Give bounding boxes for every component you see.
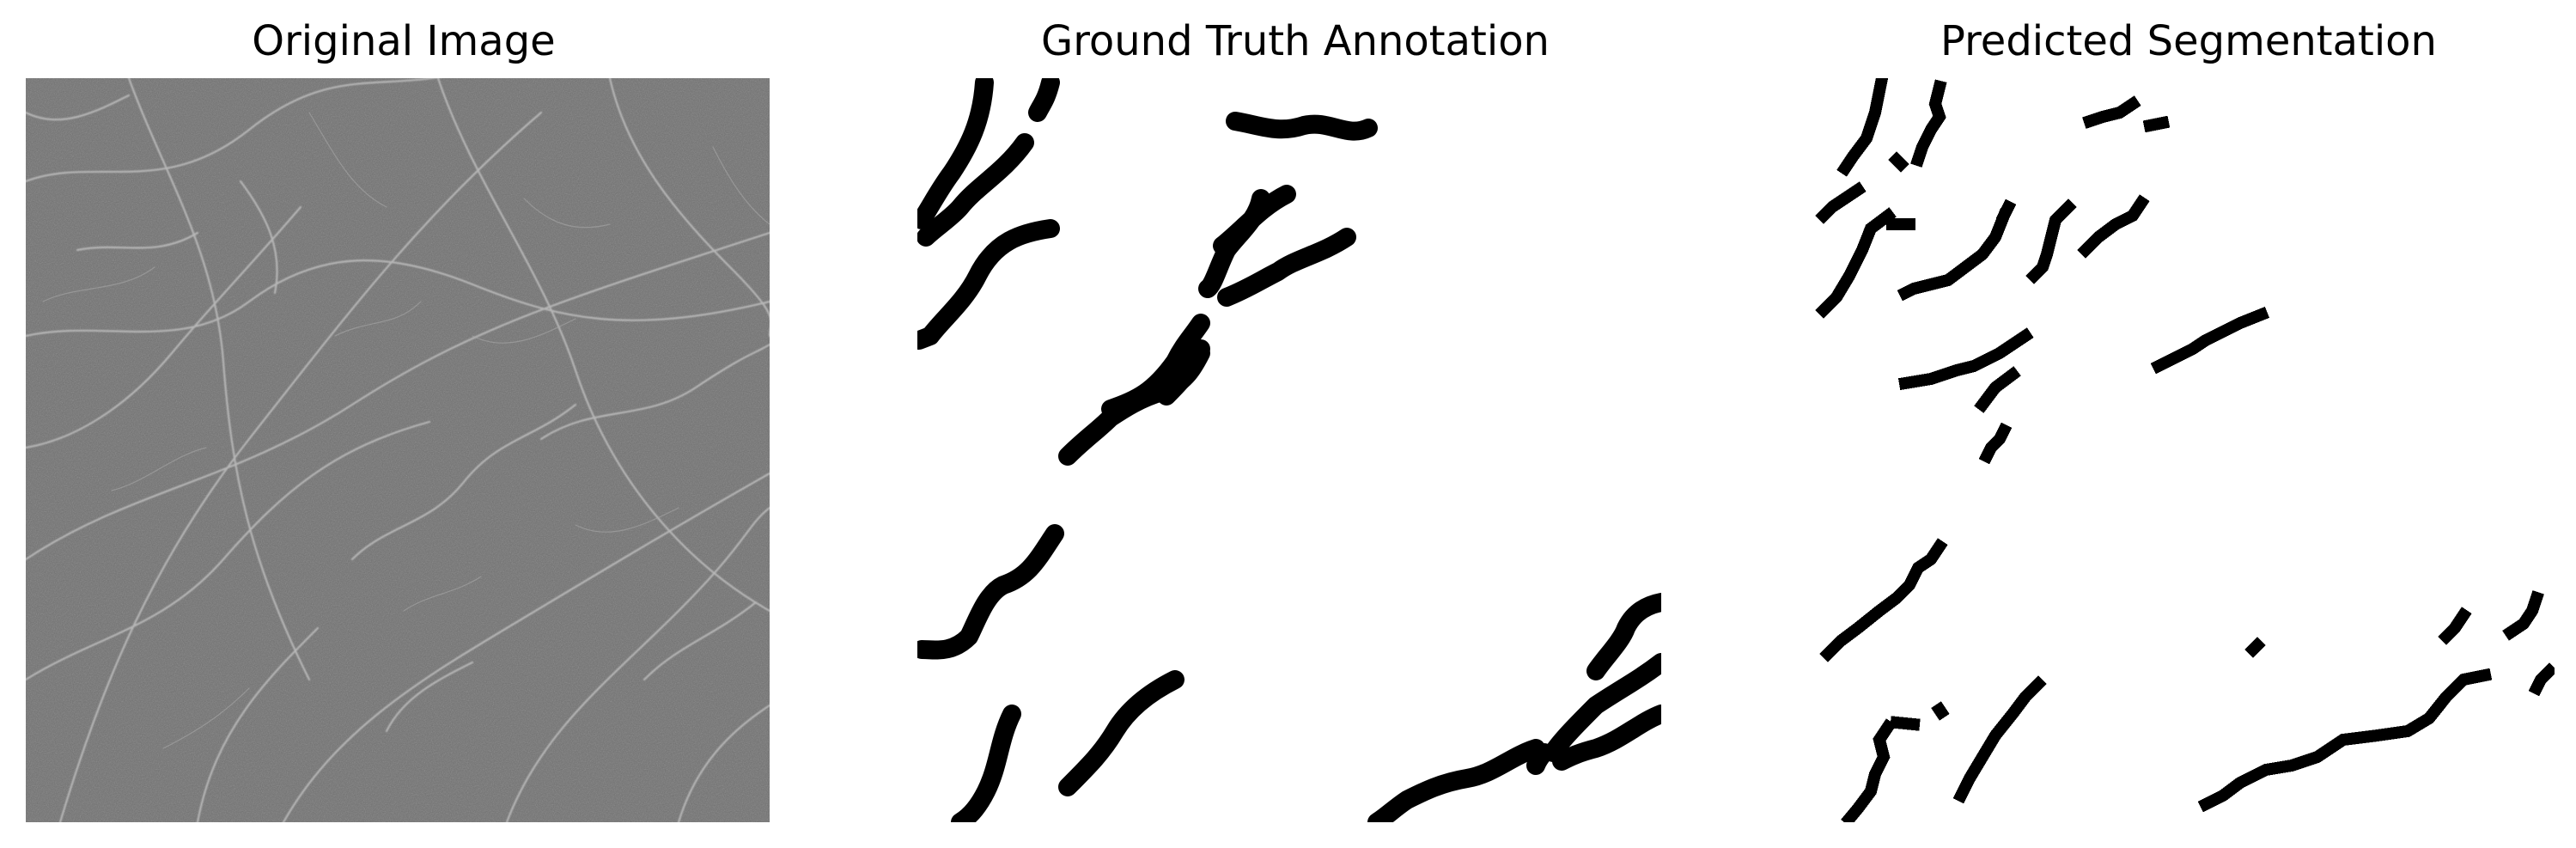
ground-truth-mask <box>917 78 1661 822</box>
panel-title-ground-truth: Ground Truth Annotation <box>1041 17 1550 65</box>
predicted-mask <box>1811 78 2555 822</box>
original-image <box>26 78 770 822</box>
panel-ground-truth: Ground Truth Annotation <box>917 0 1673 848</box>
panel-title-prediction: Predicted Segmentation <box>1940 17 2437 65</box>
panel-original: Original Image <box>26 0 782 848</box>
panel-title-original: Original Image <box>252 17 556 65</box>
panel-prediction: Predicted Segmentation <box>1811 0 2567 848</box>
